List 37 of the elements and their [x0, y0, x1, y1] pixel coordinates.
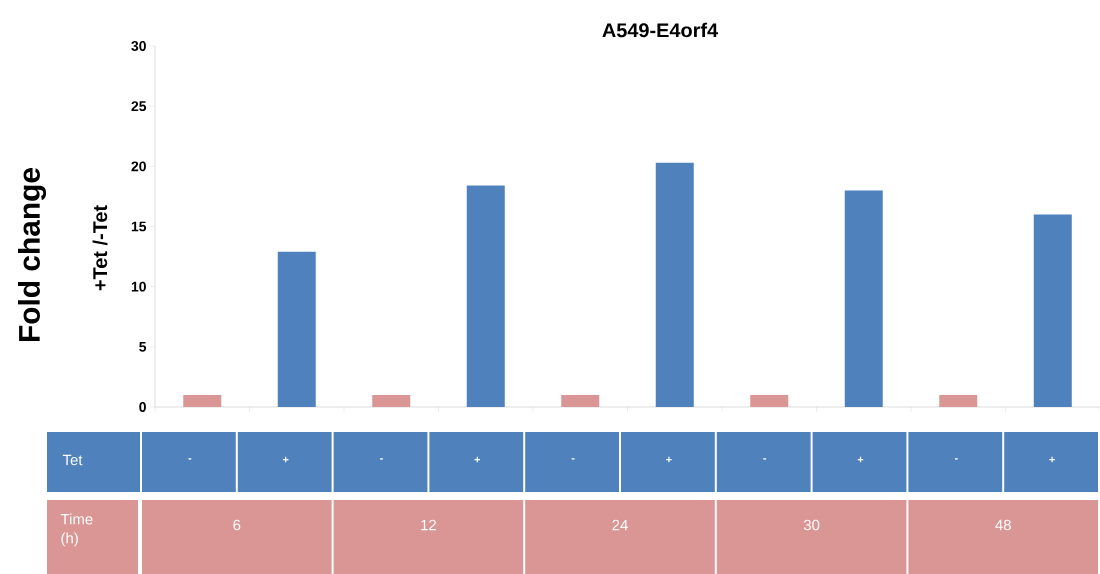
x-tick-label: +	[282, 456, 289, 463]
bar	[750, 394, 789, 407]
x-tick-label: +	[857, 456, 864, 463]
x-tick-label: -	[188, 458, 192, 460]
text: +Tet /-Tet	[92, 205, 108, 291]
bar	[277, 251, 316, 407]
x-tick-label: -	[763, 458, 767, 460]
bar	[844, 190, 883, 407]
text: 30	[803, 519, 820, 531]
bar	[561, 394, 600, 407]
x-tick-label: +	[474, 456, 481, 463]
y-tick-label: 0	[139, 402, 146, 412]
y-tick-label: 10	[131, 281, 146, 292]
y-tick-label: 5	[139, 341, 147, 352]
bar	[466, 185, 505, 407]
x-tick-label: -	[380, 458, 383, 460]
bar	[939, 394, 978, 407]
y-axis-title: Fold change	[18, 168, 46, 341]
text: 24	[612, 519, 628, 531]
x-tick-label: -	[954, 458, 958, 460]
x-tick-label: +	[666, 456, 672, 463]
bar	[1033, 214, 1072, 407]
text: 6	[233, 519, 241, 531]
x-tick-label: +	[1049, 456, 1055, 463]
text: Tet	[62, 454, 83, 466]
y-tick-label: 15	[131, 221, 147, 232]
y-tick-label: 20	[131, 161, 146, 172]
y-tick-label: 25	[131, 101, 147, 112]
text: 12	[421, 519, 436, 531]
x-tick-label: -	[571, 458, 575, 460]
chart-title: A549-E4orf4	[602, 22, 719, 38]
text: Time (h)	[60, 513, 93, 547]
bar	[372, 394, 411, 407]
y-tick-label: 30	[131, 41, 146, 51]
bar	[655, 162, 694, 407]
bar	[183, 394, 222, 407]
text: 48	[995, 519, 1011, 531]
